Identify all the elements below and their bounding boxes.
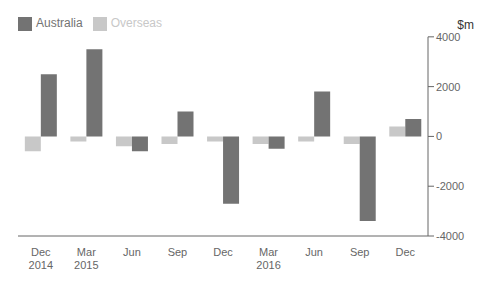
svg-text:Mar2016: Mar2016 bbox=[256, 246, 280, 271]
svg-text:Jun: Jun bbox=[305, 246, 323, 258]
svg-text:Dec: Dec bbox=[395, 246, 415, 258]
svg-text:4000: 4000 bbox=[436, 31, 460, 43]
svg-text:Mar2015: Mar2015 bbox=[74, 246, 98, 271]
svg-text:Dec2014: Dec2014 bbox=[29, 246, 53, 271]
svg-text:2000: 2000 bbox=[436, 81, 460, 93]
html-text:Overseas: Overseas bbox=[110, 16, 162, 30]
svg-text:-2000: -2000 bbox=[436, 180, 464, 192]
html-text:$m: $m bbox=[457, 18, 474, 32]
html-text:Australia: Australia bbox=[36, 16, 83, 30]
svg-text:Jun: Jun bbox=[123, 246, 141, 258]
svg-text:Sep: Sep bbox=[350, 246, 370, 258]
svg-text:Sep: Sep bbox=[168, 246, 188, 258]
svg-text:0: 0 bbox=[436, 130, 442, 142]
svg-text:Dec: Dec bbox=[213, 246, 233, 258]
svg-text:-4000: -4000 bbox=[436, 230, 464, 242]
